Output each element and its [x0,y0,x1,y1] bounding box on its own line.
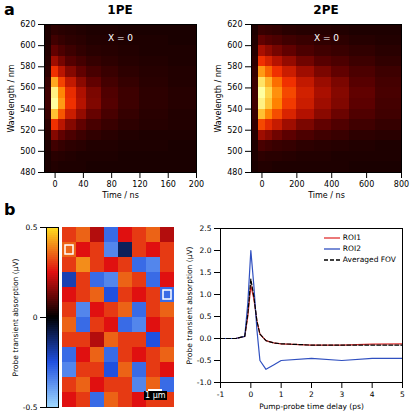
svg-text:600: 600 [359,180,374,189]
svg-text:2.5: 2.5 [200,224,212,233]
svg-text:Time / ns: Time / ns [101,191,139,200]
svg-text:Time / ns: Time / ns [307,191,345,200]
svg-text:Probe transient absorption (µV: Probe transient absorption (µV) [185,246,194,364]
svg-text:80: 80 [107,180,117,189]
svg-text:0.5: 0.5 [26,223,38,232]
svg-text:40: 40 [78,180,88,189]
html-text:a: a [4,0,15,19]
svg-text:600: 600 [227,41,242,50]
svg-text:480: 480 [20,168,35,177]
html-text:1 µm: 1 µm [145,391,166,400]
svg-text:-0.5: -0.5 [23,403,38,412]
html-text:ROI2: ROI2 [342,244,361,253]
html-text:Averaged FOV: Averaged FOV [342,255,396,264]
html-text:1PE: 1PE [107,3,133,17]
html-text:ROI1: ROI1 [342,233,361,242]
svg-text:620: 620 [227,20,242,29]
svg-text:2.0: 2.0 [200,246,212,255]
svg-text:500: 500 [227,147,242,156]
svg-text:4: 4 [370,390,375,399]
svg-text:160: 160 [161,180,176,189]
html-text:b: b [4,200,16,219]
svg-text:560: 560 [20,83,35,92]
svg-text:1: 1 [279,390,284,399]
svg-text:520: 520 [227,126,242,135]
svg-text:560: 560 [227,83,242,92]
svg-text:580: 580 [227,62,242,71]
svg-text:0: 0 [33,313,38,322]
svg-text:3: 3 [339,390,344,399]
svg-text:Wavelength / nm: Wavelength / nm [7,64,16,132]
svg-text:500: 500 [20,147,35,156]
svg-text:-1: -1 [217,390,225,399]
svg-text:0: 0 [53,180,58,189]
svg-text:0: 0 [248,390,253,399]
svg-text:520: 520 [20,126,35,135]
svg-text:600: 600 [20,41,35,50]
svg-text:2: 2 [309,390,314,399]
svg-text:-0.5: -0.5 [197,356,212,365]
svg-text:1.0: 1.0 [200,290,212,299]
svg-text:X = 0: X = 0 [108,33,133,43]
html-text:2PE: 2PE [313,3,339,17]
svg-text:620: 620 [20,20,35,29]
svg-text:0.5: 0.5 [200,312,212,321]
svg-text:120: 120 [132,180,147,189]
svg-text:Pump-probe time delay (ps): Pump-probe time delay (ps) [259,402,364,411]
svg-text:200: 200 [189,180,204,189]
svg-text:540: 540 [227,105,242,114]
svg-text:200: 200 [289,180,304,189]
svg-text:800: 800 [394,180,409,189]
svg-text:580: 580 [20,62,35,71]
svg-text:5: 5 [400,390,405,399]
svg-text:Wavelength / nm: Wavelength / nm [214,64,223,132]
svg-text:480: 480 [227,168,242,177]
svg-text:400: 400 [324,180,339,189]
svg-text:0: 0 [259,180,264,189]
svg-text:540: 540 [20,105,35,114]
svg-text:-1.0: -1.0 [197,378,212,387]
svg-text:1.5: 1.5 [200,268,212,277]
svg-text:Probe transient absorption (µV: Probe transient absorption (µV) [11,258,20,376]
svg-text:0.0: 0.0 [200,334,212,343]
svg-text:X = 0: X = 0 [314,33,339,43]
